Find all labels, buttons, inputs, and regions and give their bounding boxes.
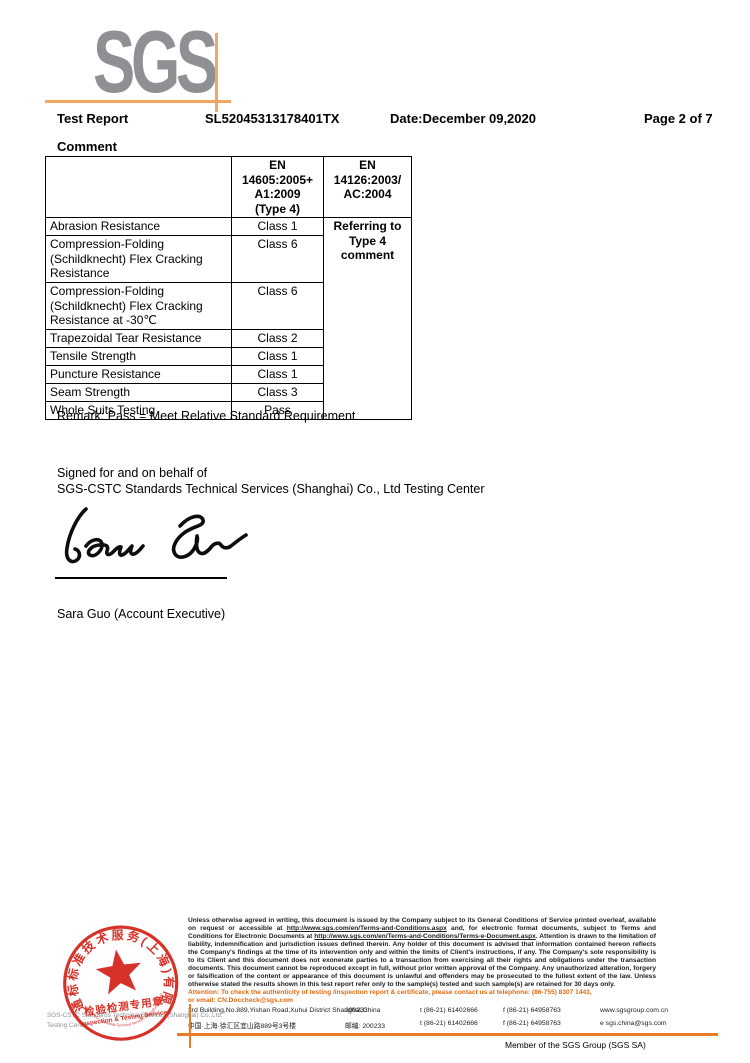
attention-line2: or email: CN.Doccheck@sgs.com (188, 997, 294, 1004)
fax: f (86-21) 64958763 (503, 1007, 561, 1014)
handwritten-signature (64, 507, 248, 564)
address-text: 3rd Building,No.889,Yishan Road,Xuhui Di… (188, 1007, 381, 1014)
attention-line1: Attention: To check the authenticity of … (188, 989, 592, 996)
stamp-star (95, 949, 141, 995)
signature-underline (55, 577, 227, 580)
page-indicator: Page 2 of 7 (644, 111, 713, 126)
address-block: 3rd Building,No.889,Yishan Road,Xuhui Di… (188, 1007, 738, 1033)
table-row: Whole Suits Testing Pass (45, 401, 412, 420)
company-gray-line1: SGS-CSTC Standards Technical Services (S… (47, 1012, 223, 1019)
report-number: SL52045313178401TX (205, 111, 340, 126)
merged-note-cell: Referring to Type 4 comment (323, 217, 412, 420)
test-item-cell: Trapezoidal Tear Resistance (45, 329, 232, 348)
table-row: Compression-Folding (Schildknecht) Flex … (45, 235, 412, 283)
logo-vertical-line (215, 33, 218, 112)
member-line: Member of the SGS Group (SGS SA) (505, 1040, 646, 1050)
website: www.sgsgroup.com.cn (600, 1007, 668, 1014)
legal-segment: . Attention is drawn to the limitation o… (188, 933, 656, 988)
results-table: EN 14605:2005+ A1:2009 (Type 4) EN 14126… (45, 156, 412, 420)
email: e sgs.china@sgs.com (600, 1020, 667, 1027)
table-row: Compression-Folding (Schildknecht) Flex … (45, 282, 412, 330)
test-item-cell: Compression-Folding (Schildknecht) Flex … (45, 282, 232, 330)
inspection-stamp: 通标标准技术服务(上海)有限公司 检验检测专用章 Inspection & Te… (39, 903, 197, 1058)
address-row-en: 3rd Building,No.889,Yishan Road,Xuhui Di… (188, 1007, 738, 1020)
test-item-cell: Seam Strength (45, 383, 232, 402)
table-header-row: EN 14605:2005+ A1:2009 (Type 4) EN 14126… (45, 156, 412, 218)
address-row-cn: 中国·上海·徐汇区宜山路889号3号楼 邮编: 200233 t (86-21)… (188, 1020, 738, 1033)
header-cell-en14126: EN 14126:2003/ AC:2004 (323, 156, 412, 218)
fax: f (86-21) 64958763 (503, 1020, 561, 1027)
test-item-cell: Puncture Resistance (45, 365, 232, 384)
test-result-cell: Class 1 (231, 347, 324, 366)
signed-block: Signed for and on behalf of SGS-CSTC Sta… (57, 465, 485, 497)
test-result-cell: Class 6 (231, 282, 324, 330)
table-row: Abrasion Resistance Class 1 Referring to… (45, 217, 412, 420)
postal-code: 邮编: 200233 (345, 1023, 386, 1030)
remark-line: Remark: Pass = Meet Relative Standard Re… (57, 409, 356, 423)
legal-text: Unless otherwise agreed in writing, this… (188, 917, 656, 1005)
test-item-cell: Abrasion Resistance (45, 217, 232, 236)
address-text: 中国·上海·徐汇区宜山路889号3号楼 (188, 1023, 297, 1030)
test-result-cell: Class 1 (231, 365, 324, 384)
test-result-cell: Class 1 (231, 217, 324, 236)
comment-heading: Comment (57, 139, 117, 154)
logo-horizontal-line (45, 100, 231, 103)
header-cell-blank (45, 156, 232, 218)
test-item-cell: Compression-Folding (Schildknecht) Flex … (45, 235, 232, 283)
test-result-cell: Class 6 (231, 235, 324, 283)
sgs-logo: SGS (93, 12, 218, 111)
legal-segment: Unless otherwise agreed in writing, this… (188, 917, 656, 932)
report-date: Date:December 09,2020 (390, 111, 536, 126)
postal-code: 200233 (345, 1007, 368, 1014)
legal-url-2: http://www.sgs.com/en/Terms-and-Conditio… (314, 933, 536, 940)
company-gray-line2: Testing Center (47, 1022, 89, 1029)
report-title: Test Report (57, 111, 129, 126)
signer-name: Sara Guo (Account Executive) (57, 607, 226, 621)
signed-line1: Signed for and on behalf of (57, 466, 208, 480)
test-result-cell: Pass (231, 401, 324, 420)
legal-segment: and, for electronic format documents, su… (188, 925, 656, 940)
header-cell-en14605: EN 14605:2005+ A1:2009 (Type 4) (231, 156, 324, 218)
test-result-cell: Class 3 (231, 383, 324, 402)
footer-horizontal-line (177, 1033, 718, 1036)
test-result-cell: Class 2 (231, 329, 324, 348)
footer-vertical-line (189, 1004, 191, 1048)
signed-line2: SGS-CSTC Standards Technical Services (S… (57, 482, 485, 496)
legal-url-1: http://www.sgs.com/en/Terms-and-Conditio… (286, 925, 447, 932)
table-row: Trapezoidal Tear Resistance Class 2 (45, 329, 412, 348)
telephone: t (86-21) 61402666 (420, 1020, 478, 1027)
table-row: Puncture Resistance Class 1 (45, 365, 412, 384)
telephone: t (86-21) 61402666 (420, 1007, 478, 1014)
stamp-circle (63, 925, 179, 1041)
test-item-cell: Tensile Strength (45, 347, 232, 366)
test-item-cell: Whole Suits Testing (45, 401, 232, 420)
